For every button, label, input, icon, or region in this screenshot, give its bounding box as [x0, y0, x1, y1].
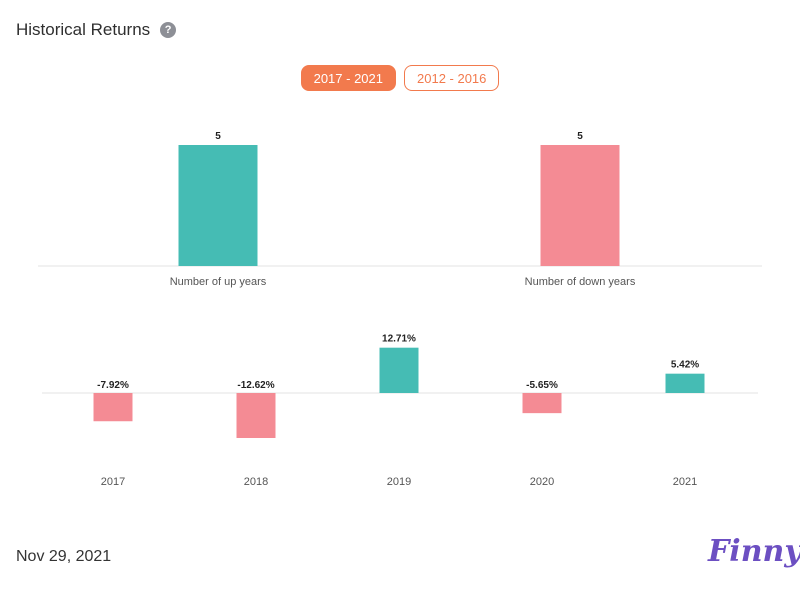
year-label: 2019: [387, 476, 411, 488]
bar: [236, 393, 276, 438]
bar: [522, 393, 562, 414]
yearly-returns-chart: -7.92% 2017 -12.62% 2018 12.71% 2019 -5.65% 202…: [42, 334, 758, 488]
as-of-date: Nov 29, 2021: [16, 548, 112, 565]
data-label: 12.71%: [382, 334, 416, 345]
help-icon[interactable]: ?: [160, 22, 177, 38]
finny-logo: Finny: [708, 534, 800, 569]
header: Historical Returns ?: [16, 20, 177, 40]
bar: [665, 373, 705, 393]
year-label: 2020: [530, 476, 554, 488]
tab-2012-2016[interactable]: 2012 - 2016: [404, 65, 500, 91]
category-label: Number of down years: [525, 276, 636, 288]
data-label: -5.65%: [526, 380, 558, 391]
bar: [93, 393, 133, 422]
data-label: 5.42%: [671, 360, 699, 371]
bar: [379, 347, 419, 393]
bar: [540, 145, 620, 266]
page-title: Historical Returns: [16, 20, 151, 39]
tab-2017-2021[interactable]: 2017 - 2021: [300, 65, 396, 91]
year-label: 2018: [244, 476, 268, 488]
data-label: 5: [577, 131, 583, 142]
period-tabs: 2017 - 2021 2012 - 2016: [0, 65, 800, 91]
bar: [178, 145, 258, 266]
category-label: Number of up years: [170, 276, 267, 288]
year-label: 2017: [101, 476, 125, 488]
data-label: -7.92%: [97, 380, 129, 391]
up-down-years-chart: 5 Number of up years 5 Number of down years: [38, 131, 762, 288]
data-label: -12.62%: [237, 380, 274, 391]
year-label: 2021: [673, 476, 697, 488]
data-label: 5: [215, 131, 221, 142]
